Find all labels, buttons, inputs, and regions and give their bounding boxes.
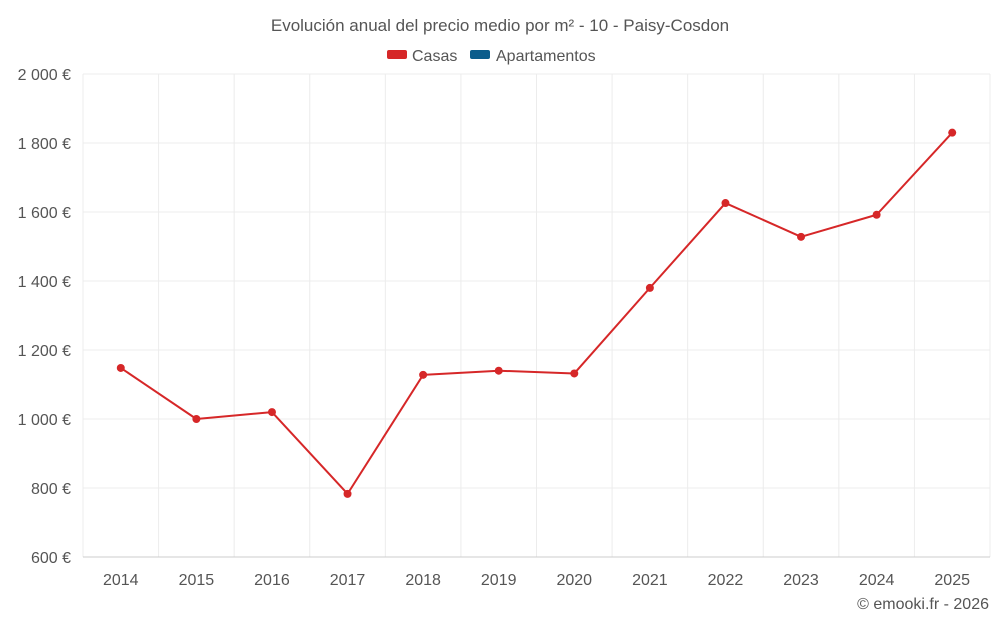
data-point[interactable] xyxy=(721,199,730,208)
data-point[interactable] xyxy=(797,232,806,241)
x-tick-label: 2016 xyxy=(254,572,290,589)
series-line xyxy=(120,131,953,495)
data-point[interactable] xyxy=(116,363,125,372)
legend-swatch-casas xyxy=(387,50,407,59)
legend: Casas Apartamentos xyxy=(387,48,596,65)
x-tick-label: 2022 xyxy=(708,572,744,589)
data-point[interactable] xyxy=(948,128,957,137)
data-point[interactable] xyxy=(419,370,428,379)
x-tick-label: 2015 xyxy=(179,572,215,589)
data-point[interactable] xyxy=(267,408,276,417)
y-tick-label: 600 € xyxy=(31,550,71,567)
y-tick-label: 1 200 € xyxy=(18,343,71,360)
legend-item-apartamentos[interactable]: Apartamentos xyxy=(470,48,596,65)
y-tick-label: 1 000 € xyxy=(18,412,71,429)
legend-label-casas: Casas xyxy=(412,48,457,65)
x-tick-label: 2021 xyxy=(632,572,668,589)
credit-text: © emooki.fr - 2026 xyxy=(857,596,989,613)
y-tick-label: 800 € xyxy=(31,481,71,498)
x-tick-label: 2019 xyxy=(481,572,517,589)
axes: 600 € 800 € 1 000 € 1 200 € 1 400 € 1 600 € 1 … xyxy=(18,67,990,589)
data-point[interactable] xyxy=(570,369,579,378)
x-tick-label: 2014 xyxy=(103,572,139,589)
x-tick-label: 2017 xyxy=(330,572,366,589)
data-point[interactable] xyxy=(872,210,881,219)
data-point[interactable] xyxy=(494,366,503,375)
data-point[interactable] xyxy=(645,283,654,292)
legend-label-apartamentos: Apartamentos xyxy=(496,48,596,65)
grid xyxy=(82,73,991,557)
data-point[interactable] xyxy=(343,489,352,498)
y-tick-label: 1 400 € xyxy=(18,274,71,291)
data-point[interactable] xyxy=(192,415,201,423)
x-tick-label: 2018 xyxy=(405,572,441,589)
legend-swatch-apartamentos xyxy=(470,50,490,59)
y-tick-label: 2 000 € xyxy=(18,67,71,84)
x-tick-label: 2023 xyxy=(783,572,819,589)
y-tick-label: 1 600 € xyxy=(18,205,71,222)
x-tick-label: 2020 xyxy=(556,572,592,589)
chart-title: Evolución anual del precio medio por m² … xyxy=(271,16,729,35)
x-tick-label: 2024 xyxy=(859,572,895,589)
series-casas xyxy=(116,128,957,498)
y-tick-label: 1 800 € xyxy=(18,136,71,153)
x-tick-label: 2025 xyxy=(934,572,970,589)
legend-item-casas[interactable]: Casas xyxy=(387,48,457,65)
